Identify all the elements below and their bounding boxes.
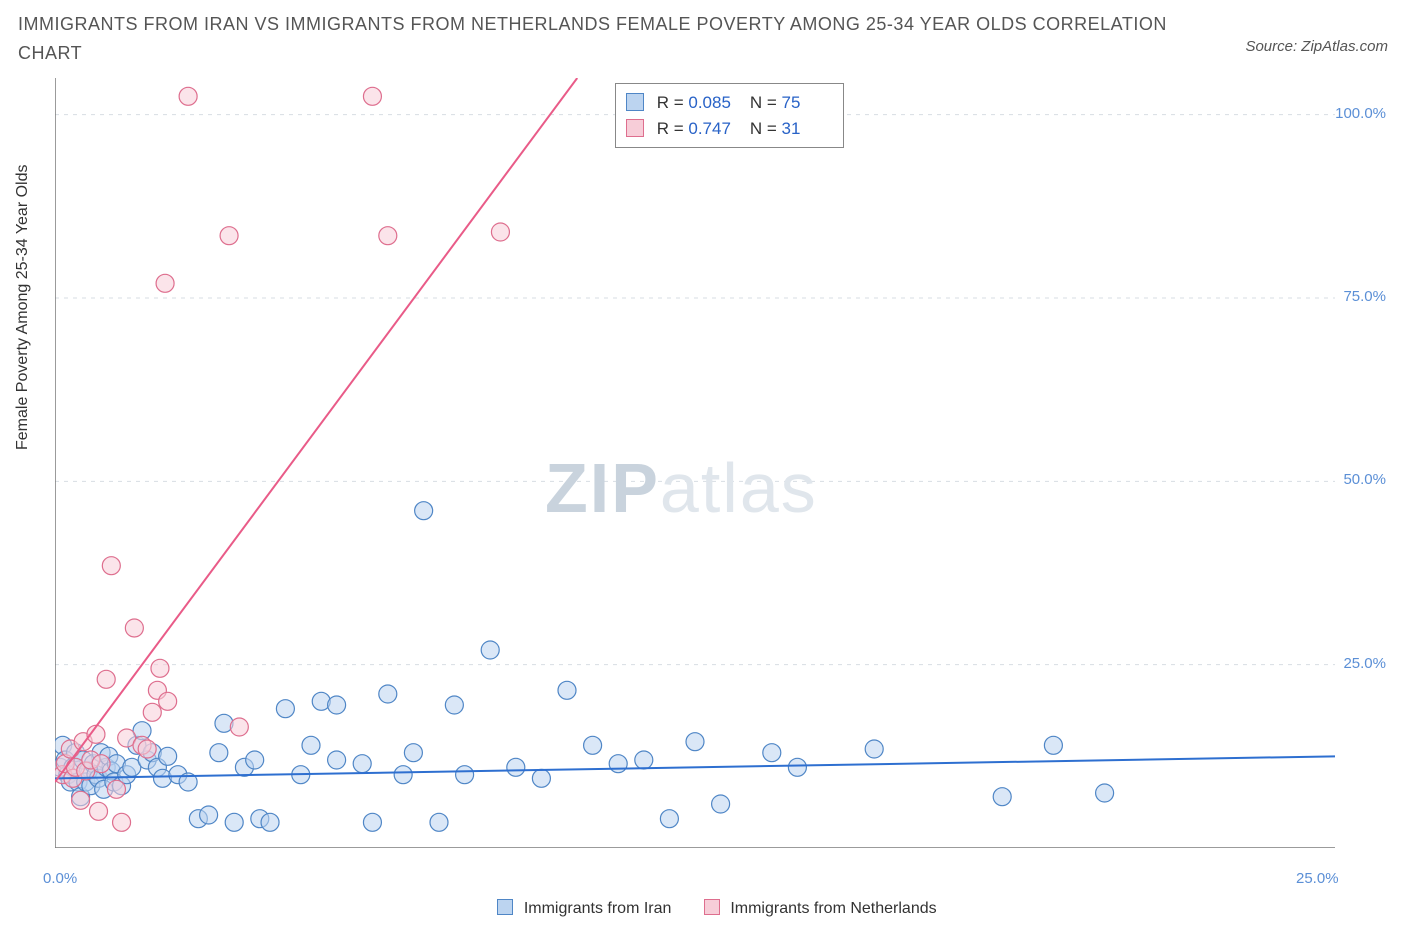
y-tick-label-75: 75.0%	[1343, 288, 1386, 305]
swatch-iran	[626, 93, 644, 111]
series-legend: Immigrants from Iran Immigrants from Net…	[0, 899, 1406, 918]
chart-plot-area: ZIPatlas R = 0.085 N = 75 R = 0.747 N = …	[55, 78, 1335, 848]
n-value-iran: 75	[781, 90, 833, 116]
source-attribution: Source: ZipAtlas.com	[1245, 38, 1388, 55]
legend-swatch-netherlands	[704, 899, 720, 915]
legend-label-iran: Immigrants from Iran	[524, 900, 672, 917]
correlation-stats-legend: R = 0.085 N = 75 R = 0.747 N = 31	[615, 83, 844, 148]
x-tick-label-max: 25.0%	[1296, 870, 1339, 887]
r-value-netherlands: 0.747	[688, 116, 740, 142]
y-tick-label-100: 100.0%	[1335, 105, 1386, 122]
r-value-iran: 0.085	[688, 90, 740, 116]
x-tick-label-min: 0.0%	[43, 870, 77, 887]
stats-row-netherlands: R = 0.747 N = 31	[626, 116, 833, 142]
swatch-netherlands	[626, 119, 644, 137]
legend-swatch-iran	[497, 899, 513, 915]
stats-row-iran: R = 0.085 N = 75	[626, 90, 833, 116]
legend-label-netherlands: Immigrants from Netherlands	[730, 900, 936, 917]
scatter-plot-svg	[55, 78, 1335, 848]
n-value-netherlands: 31	[781, 116, 833, 142]
y-tick-label-50: 50.0%	[1343, 471, 1386, 488]
chart-title: IMMIGRANTS FROM IRAN VS IMMIGRANTS FROM …	[18, 10, 1206, 68]
y-axis-label: Female Poverty Among 25-34 Year Olds	[14, 165, 32, 451]
y-tick-label-25: 25.0%	[1343, 655, 1386, 672]
